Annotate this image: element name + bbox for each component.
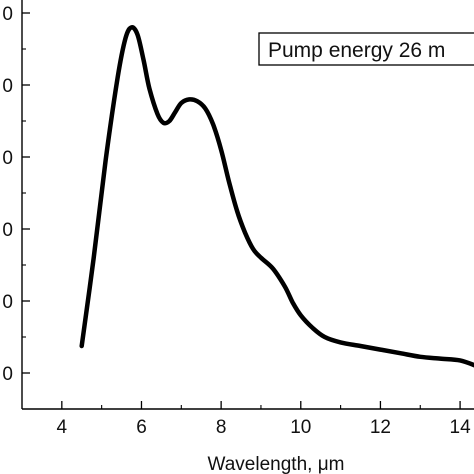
- x-axis-label: Wavelength, μm: [208, 454, 345, 474]
- x-tick-label: 6: [136, 417, 147, 438]
- x-tick-label: 12: [370, 417, 391, 438]
- y-tick-label: 0: [2, 148, 13, 169]
- x-tick-label: 8: [216, 417, 227, 438]
- y-tick-label: 0: [2, 76, 13, 97]
- y-tick-label: 0: [2, 220, 13, 241]
- y-tick-label: 0: [2, 364, 13, 385]
- series-line: [79, 25, 474, 368]
- legend-border: [258, 32, 474, 66]
- legend-box: Pump energy 26 m: [258, 32, 474, 66]
- x-tick-label: 4: [57, 417, 68, 438]
- y-axis-ticks: 0 0 0 0 0 0: [2, 4, 30, 385]
- legend-text: Pump energy 26 m: [268, 39, 445, 62]
- x-axis-ticks: 4 6 8 10 12 14: [57, 401, 472, 438]
- axes: [21, 0, 474, 410]
- y-tick-label: 0: [2, 4, 13, 25]
- x-tick-label: 10: [290, 417, 311, 438]
- x-tick-label: 14: [450, 417, 472, 438]
- y-tick-label: 0: [2, 292, 13, 313]
